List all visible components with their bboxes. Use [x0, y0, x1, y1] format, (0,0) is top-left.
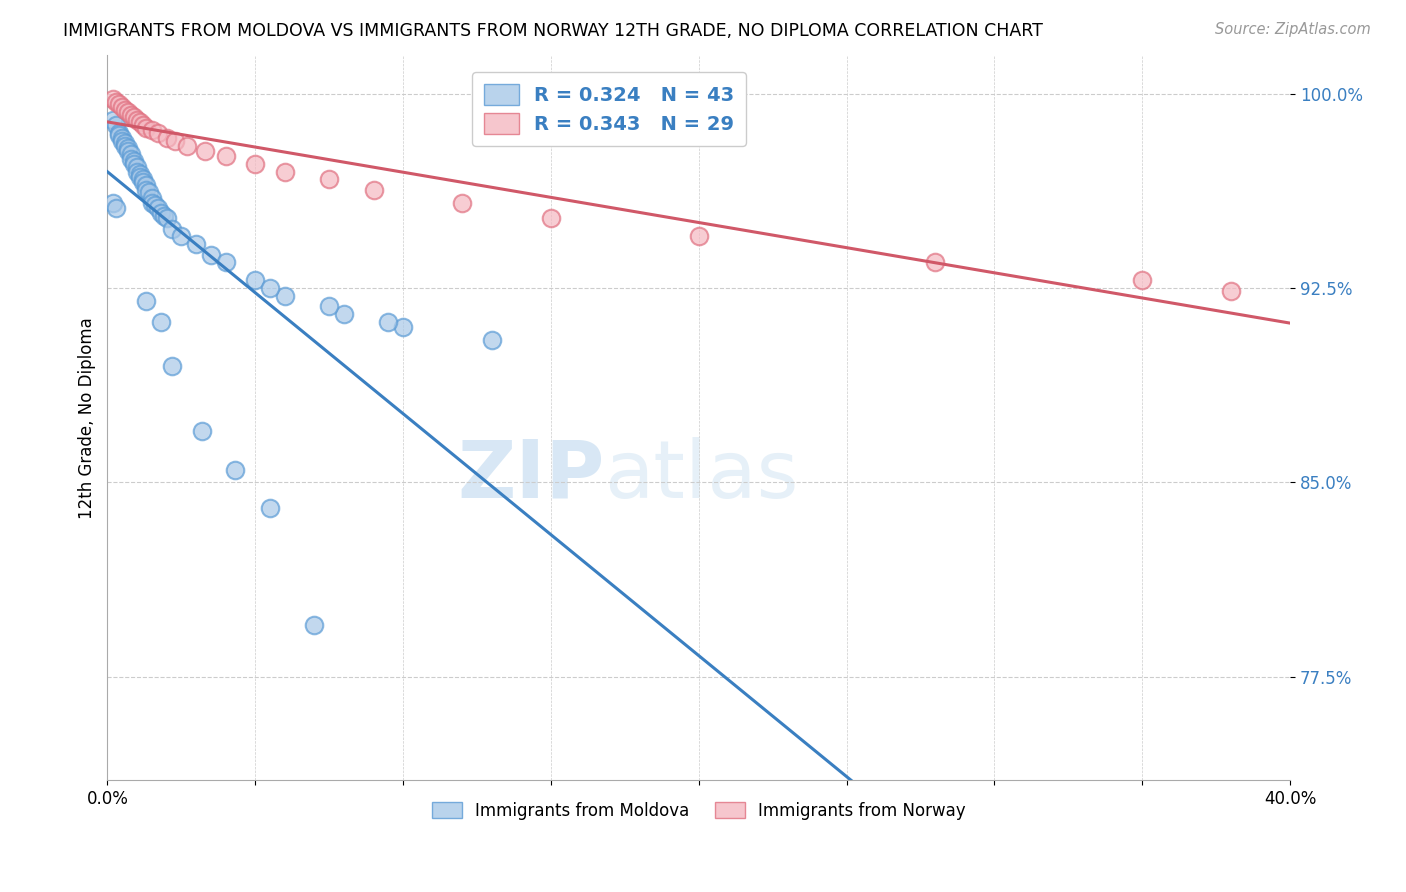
Point [114, 138, 136, 153]
Point [152, 209, 174, 223]
Point [120, 108, 142, 122]
Point [184, 237, 207, 252]
Point [141, 123, 163, 137]
Point [274, 289, 297, 303]
Point [122, 154, 145, 169]
Point [451, 195, 474, 210]
Point [103, 195, 125, 210]
Point [141, 195, 163, 210]
Text: IMMIGRANTS FROM MOLDOVA VS IMMIGRANTS FROM NORWAY 12TH GRADE, NO DIPLOMA CORRELA: IMMIGRANTS FROM MOLDOVA VS IMMIGRANTS FR… [63, 22, 1043, 40]
Point [132, 118, 155, 132]
Point [103, 112, 125, 127]
Legend: Immigrants from Moldova, Immigrants from Norway: Immigrants from Moldova, Immigrants from… [426, 795, 972, 826]
Point [111, 100, 134, 114]
Point [1220, 284, 1243, 298]
Y-axis label: 12th Grade, No Diploma: 12th Grade, No Diploma [79, 317, 96, 518]
Point [114, 103, 136, 117]
Point [214, 149, 236, 163]
Point [481, 333, 503, 347]
Point [155, 131, 177, 145]
Point [122, 110, 145, 124]
Text: Source: ZipAtlas.com: Source: ZipAtlas.com [1215, 22, 1371, 37]
Point [318, 172, 340, 186]
Point [143, 198, 166, 212]
Point [165, 134, 187, 148]
Point [135, 178, 157, 192]
Point [129, 115, 152, 129]
Point [540, 211, 562, 226]
Point [135, 294, 157, 309]
Point [224, 462, 246, 476]
Point [259, 281, 281, 295]
Point [924, 255, 946, 269]
Point [176, 138, 198, 153]
Point [114, 136, 136, 151]
Point [120, 152, 142, 166]
Point [146, 126, 169, 140]
Text: ZIP: ZIP [457, 437, 605, 515]
Point [170, 229, 193, 244]
Point [304, 618, 326, 632]
Point [129, 169, 152, 184]
Point [105, 118, 128, 132]
Point [274, 164, 297, 178]
Point [149, 315, 172, 329]
Point [132, 172, 155, 186]
Point [141, 191, 163, 205]
Point [117, 105, 139, 120]
Point [132, 175, 155, 189]
Point [200, 247, 222, 261]
Point [125, 164, 148, 178]
Point [155, 211, 177, 226]
Point [108, 126, 131, 140]
Point [149, 206, 172, 220]
Text: atlas: atlas [605, 437, 799, 515]
Point [245, 157, 267, 171]
Point [105, 95, 128, 109]
Point [117, 144, 139, 158]
Point [103, 92, 125, 106]
Point [333, 307, 356, 321]
Point [135, 183, 157, 197]
Point [108, 128, 131, 143]
Point [259, 501, 281, 516]
Point [688, 229, 710, 244]
Point [191, 424, 214, 438]
Point [162, 221, 184, 235]
Point [111, 131, 134, 145]
Point [377, 315, 399, 329]
Point [245, 273, 267, 287]
Point [125, 112, 148, 127]
Point [194, 144, 217, 158]
Point [135, 120, 157, 135]
Point [108, 97, 131, 112]
Point [105, 201, 128, 215]
Point [125, 160, 148, 174]
Point [129, 167, 152, 181]
Point [363, 183, 385, 197]
Point [1130, 273, 1153, 287]
Point [120, 146, 142, 161]
Point [122, 157, 145, 171]
Point [318, 299, 340, 313]
Point [214, 255, 236, 269]
Point [146, 201, 169, 215]
Point [111, 134, 134, 148]
Point [162, 359, 184, 373]
Point [117, 141, 139, 155]
Point [138, 186, 160, 200]
Point [392, 320, 415, 334]
